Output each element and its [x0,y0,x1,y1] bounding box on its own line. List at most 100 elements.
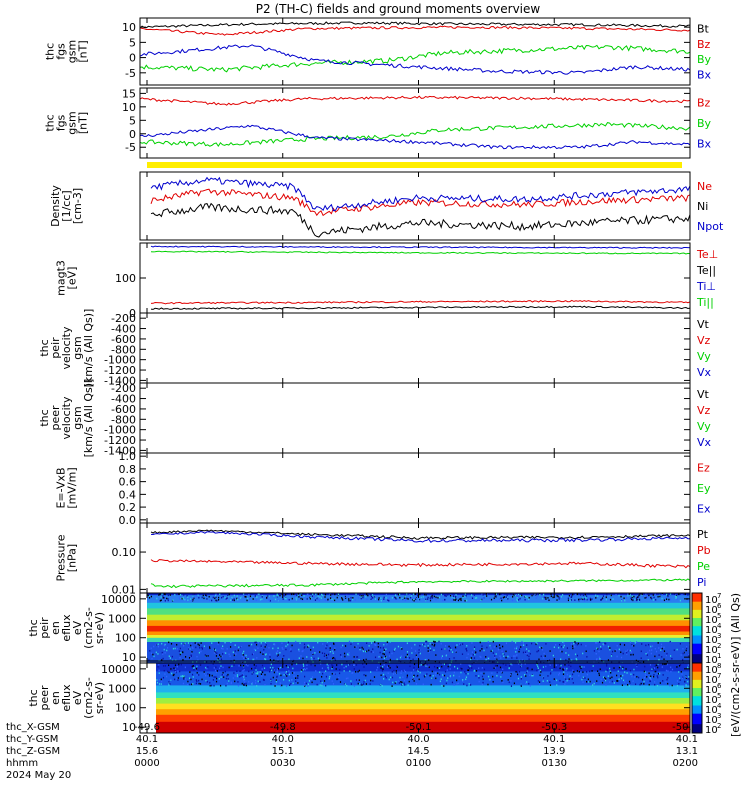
figure-title: P2 (TH-C) fields and ground moments over… [256,2,541,16]
footer-value: 40.0 [407,734,429,745]
series-line [150,176,690,212]
colorbar-tick-exponent: 2 [717,642,721,650]
panel-frame [139,522,691,594]
y-axis-label: eV [71,620,84,635]
panel-frame [139,171,691,241]
footer-value: 40.0 [272,734,294,745]
panel-p9: 10000 1000 100 10 thcpeirenefluxeV(cm2-s-sr-… [27,592,691,664]
footer-value: -50.3 [541,722,567,733]
y-axis-label: peir [38,617,51,639]
y-axis-label: [mV/m] [66,467,79,508]
y-tick-label: -800 [111,413,136,426]
legend-p3-Ne: Ne [697,180,712,193]
footer-value: -49.6 [134,722,160,733]
y-tick-label: 0.01 [112,583,137,596]
y-tick-label: 0.4 [119,488,137,501]
y-axis-label: en [49,621,62,635]
series-line [140,44,690,73]
y-tick-label: 5 [129,114,136,127]
y-tick-label: 0 [129,128,136,141]
footer-label-y: thc_Y-GSM [6,734,58,745]
footer-value: 0100 [406,758,431,769]
y-tick-label: -1000 [104,424,136,437]
y-axis-label: thc [27,619,40,636]
footer-value: -50.1 [406,722,432,733]
panel-frame [139,382,691,454]
y-axis-label: eflux [60,614,73,642]
legend-p1-Bz: Bz [697,38,711,51]
legend-p6-Vz: Vz [697,404,711,417]
footer-label-x: thc_X-GSM [6,722,60,733]
heatmap-p9 [140,593,690,663]
series-line [150,578,690,589]
panel-frame [139,662,691,734]
footer-value: 0130 [542,758,567,769]
colorbars: 10 710 610 510 410 310 210 110 810 710 610 510 410 31… [691,592,742,737]
colorbar-tick-exponent: 5 [717,692,721,700]
footer-value: 15.1 [272,746,294,757]
series-line [150,529,690,540]
colorbar-tick-exponent: 3 [717,632,721,640]
y-axis-label: eflux [60,684,73,712]
x-axis: -49.6 -49.8 -50.1 -50.3 -50.540.1 40.0 40.0 40.… [134,18,698,769]
series-line [140,124,690,150]
colorbar-tick-exponent: 6 [717,682,722,690]
colorbar-tick-exponent: 6 [717,602,722,610]
legend-p6-Vt: Vt [697,388,710,401]
y-axis-label: sr-eV) [93,682,106,714]
series-line [150,202,690,238]
colorbar-tick: 10 [705,655,718,666]
legend-p1-By: By [697,53,712,66]
legend-p7-Ex: Ex [697,503,711,516]
legend-p8-Pi: Pi [697,576,706,589]
legend-p2-By: By [697,117,712,130]
colorbar-tick: 10 [705,605,718,616]
series-line [140,25,690,36]
y-axis-label: velocity [60,326,73,369]
y-axis-label: thc [38,409,51,426]
y-axis-label: fgs [55,43,68,60]
panel-p3: Density[1/cc][cm-3] Ne Ni Npot [49,171,724,241]
legend-p4-Te||: Te|| [696,264,716,277]
panel-p7: 1.00.80.60.40.20.0 E=-VxB[mV/m] Ez Ey Ex [55,450,711,527]
y-tick-label: 0.10 [112,546,137,559]
colorbar-tick: 10 [705,715,718,726]
y-tick-label: -200 [111,382,136,395]
y-axis-label: [nT] [77,112,90,134]
colorbar-tick: 10 [705,645,718,656]
colorbar-tick: 10 [705,705,718,716]
y-axis-label: Density [49,185,62,227]
legend-p2-Bx: Bx [697,138,712,151]
panel-p5: -200-400-600-800-1000-1200-1400 thcpeirve… [38,309,712,388]
footer-value: 15.6 [136,746,158,757]
y-tick-label: 0.2 [119,501,137,514]
y-tick-label: -1200 [104,364,136,377]
colorbar-tick-exponent: 4 [717,622,722,630]
y-tick-label: -400 [111,323,136,336]
y-tick-label: -400 [111,393,136,406]
colorbar-tick: 10 [705,595,718,606]
footer-date: 2024 May 20 [6,770,71,781]
series-line [150,305,690,310]
y-axis-label: (cm2-s- [82,607,95,649]
panel-frame [139,17,691,86]
y-tick-label: 0.8 [119,463,137,476]
y-tick-label: 10000 [101,663,136,676]
colorbar-tick: 10 [705,615,718,626]
y-tick-label: -5 [125,141,136,154]
y-axis-label: (cm2-s- [82,677,95,719]
y-axis-label: [eV] [66,267,79,290]
series-line [150,559,690,569]
y-tick-label: -5 [125,67,136,80]
y-axis-label: peer [38,685,51,711]
footer-value: 40.1 [543,734,565,745]
colorbar-tick-exponent: 3 [717,712,721,720]
y-tick-label: 0.6 [119,476,137,489]
y-axis-label: thc [44,43,57,60]
colorbar-tick-exponent: 8 [717,662,721,670]
footer-value: 14.5 [407,746,429,757]
